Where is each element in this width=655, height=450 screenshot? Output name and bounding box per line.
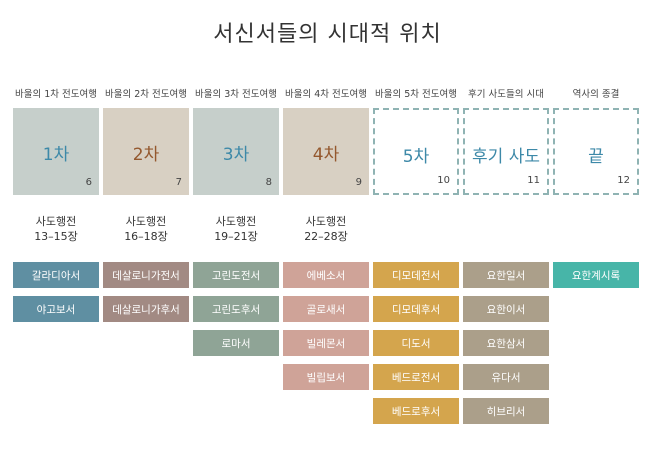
period-label: 바울의 2차 전도여행 (104, 89, 187, 100)
period-box-label: 4차 (312, 145, 340, 165)
period-box: 끝 12 (553, 108, 639, 195)
period-label: 역사의 종결 (572, 89, 620, 100)
period-number: 10 (437, 175, 450, 186)
epistle-book: 유다서 (463, 364, 549, 390)
period-number: 8 (265, 177, 272, 188)
epistle-book: 디모데후서 (373, 296, 459, 322)
epistle-book: 로마서 (193, 330, 279, 356)
acts-reference-line: 사도행전 (305, 215, 347, 228)
period-box: 2차 7 (103, 108, 189, 195)
period-label: 바울의 5차 전도여행 (374, 89, 457, 100)
epistle-book: 갈라디아서 (13, 262, 99, 288)
acts-reference: 사도행전 16–18장 (97, 214, 195, 244)
epistle-book: 디도서 (373, 330, 459, 356)
acts-reference-line: 16–18장 (124, 230, 168, 243)
epistle-book: 요한계시록 (553, 262, 639, 288)
page-title: 서신서들의 시대적 위치 (213, 22, 442, 47)
acts-reference-line: 사도행전 (125, 215, 167, 228)
epistle-book: 빌레몬서 (283, 330, 369, 356)
epistle-book: 요한일서 (463, 262, 549, 288)
epistle-book: 베드로후서 (373, 398, 459, 424)
acts-reference: 사도행전 22–28장 (277, 214, 375, 244)
period-number: 11 (527, 175, 540, 186)
period-box: 1차 6 (13, 108, 99, 195)
epistle-book: 빌립보서 (283, 364, 369, 390)
epistle-book: 골로새서 (283, 296, 369, 322)
period-number: 9 (355, 177, 362, 188)
acts-reference-line: 사도행전 (35, 215, 77, 228)
epistle-book: 야고보서 (13, 296, 99, 322)
acts-reference: 사도행전 13–15장 (7, 214, 105, 244)
epistle-book: 에베소서 (283, 262, 369, 288)
period-box-label: 끝 (588, 147, 604, 167)
epistle-book: 베드로전서 (373, 364, 459, 390)
acts-reference-line: 22–28장 (304, 230, 348, 243)
period-label: 바울의 3차 전도여행 (194, 89, 277, 100)
epistle-book: 디모데전서 (373, 262, 459, 288)
acts-reference-line: 19–21장 (214, 230, 258, 243)
period-number: 12 (617, 175, 630, 186)
epistle-book: 데살로니가후서 (103, 296, 189, 322)
acts-reference-line: 사도행전 (215, 215, 257, 228)
epistle-book: 히브리서 (463, 398, 549, 424)
acts-reference-line: 13–15장 (34, 230, 78, 243)
period-box: 5차 10 (373, 108, 459, 195)
period-label: 바울의 1차 전도여행 (14, 89, 97, 100)
period-number: 7 (175, 177, 182, 188)
epistle-book: 고린도전서 (193, 262, 279, 288)
period-box: 후기 사도 11 (463, 108, 549, 195)
period-box-label: 3차 (222, 145, 250, 165)
period-box-label: 후기 사도 (472, 147, 540, 167)
period-number: 6 (85, 177, 92, 188)
period-box-label: 5차 (402, 147, 430, 167)
period-box: 3차 8 (193, 108, 279, 195)
period-box-label: 2차 (132, 145, 160, 165)
period-box-label: 1차 (42, 145, 70, 165)
period-label: 후기 사도들의 시대 (468, 89, 544, 100)
epistle-book: 요한이서 (463, 296, 549, 322)
acts-reference: 사도행전 19–21장 (187, 214, 285, 244)
epistle-book: 데살로니가전서 (103, 262, 189, 288)
epistle-book: 요한삼서 (463, 330, 549, 356)
epistle-book: 고린도후서 (193, 296, 279, 322)
period-label: 바울의 4차 전도여행 (284, 89, 367, 100)
period-box: 4차 9 (283, 108, 369, 195)
